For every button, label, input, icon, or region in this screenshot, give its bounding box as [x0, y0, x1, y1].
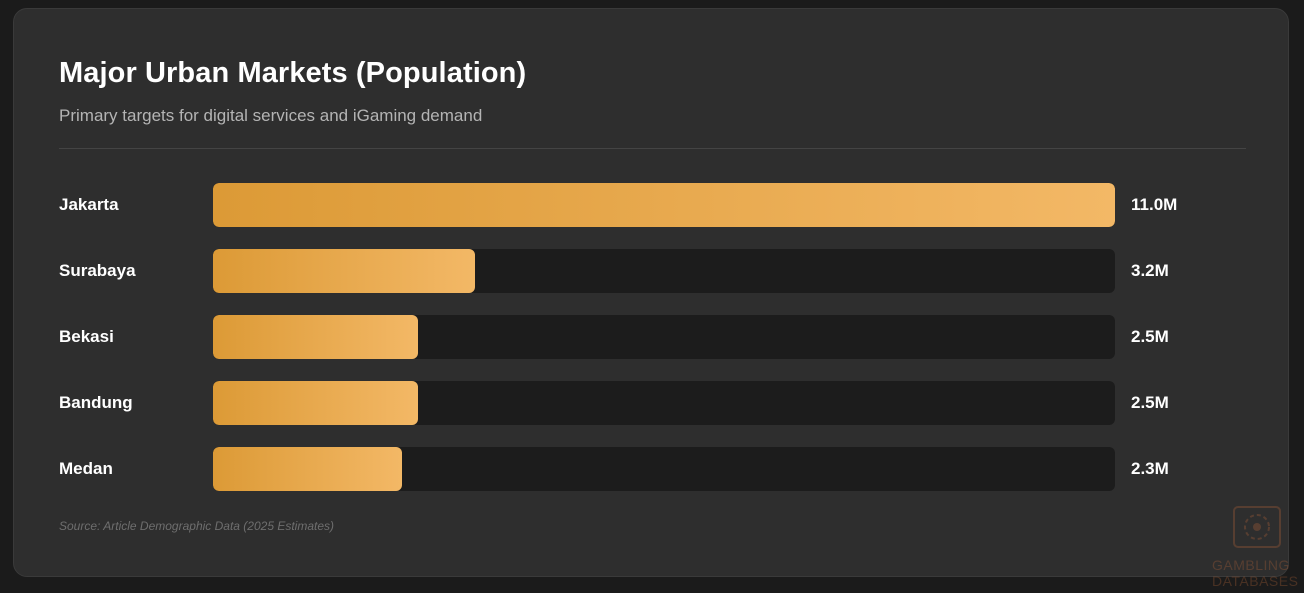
bar-category-label: Bandung [59, 393, 133, 412]
chart-card: Major Urban Markets (Population) Primary… [13, 8, 1289, 577]
watermark-text: GAMBLING DATABASES [1212, 557, 1298, 589]
chart-title: Major Urban Markets (Population) [59, 57, 527, 89]
bar-fill [213, 381, 418, 425]
bar-row: Medan 2.3M [59, 447, 1246, 491]
bar-row: Bekasi 2.5M [59, 315, 1246, 359]
bar-track [213, 381, 1115, 425]
bar-value-label: 2.5M [1131, 327, 1169, 346]
bar-track [213, 447, 1115, 491]
bar-track [213, 315, 1115, 359]
source-note: Source: Article Demographic Data (2025 E… [59, 519, 335, 533]
bar-value-label: 3.2M [1131, 261, 1169, 280]
bar-category-label: Surabaya [59, 261, 136, 280]
bar-category-label: Medan [59, 459, 113, 478]
watermark-logo-icon [1233, 506, 1281, 548]
watermark: GAMBLING DATABASES [1212, 505, 1304, 593]
bar-value-label: 11.0M [1131, 195, 1178, 214]
bar-track [213, 249, 1115, 293]
watermark-line-1: GAMBLING [1212, 557, 1290, 573]
watermark-line-2: DATABASES [1212, 573, 1299, 589]
chart-subtitle: Primary targets for digital services and… [59, 106, 483, 125]
bar-category-label: Bekasi [59, 327, 114, 346]
bar-fill [213, 183, 1115, 227]
bar-value-label: 2.5M [1131, 393, 1169, 412]
bar-value-label: 2.3M [1131, 459, 1169, 478]
bar-row: Jakarta 11.0M [59, 183, 1246, 227]
bar-fill [213, 249, 475, 293]
title-divider [59, 148, 1246, 149]
bar-row: Surabaya 3.2M [59, 249, 1246, 293]
bar-fill [213, 447, 402, 491]
bar-fill [213, 315, 418, 359]
bar-track [213, 183, 1115, 227]
bar-category-label: Jakarta [59, 195, 119, 214]
bar-row: Bandung 2.5M [59, 381, 1246, 425]
